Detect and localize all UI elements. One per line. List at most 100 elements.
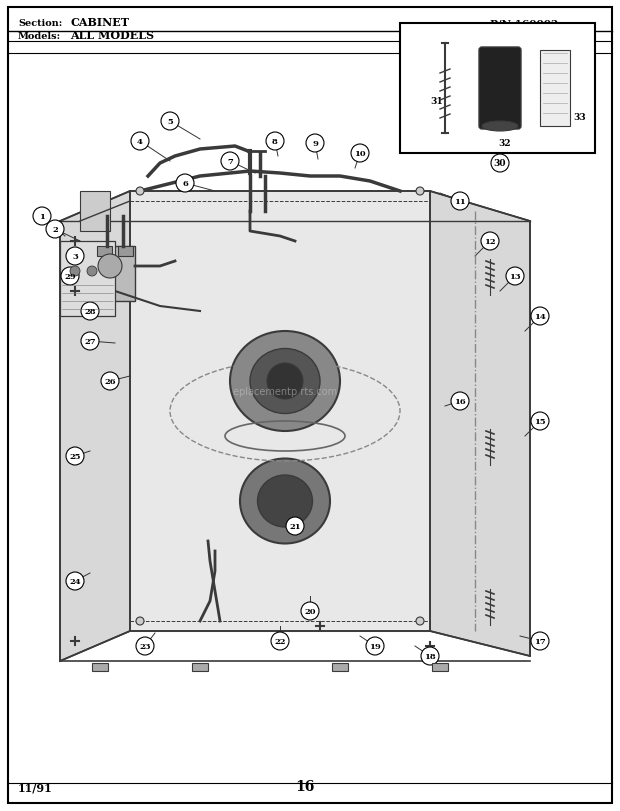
- Circle shape: [531, 307, 549, 325]
- Polygon shape: [430, 191, 530, 656]
- Circle shape: [571, 108, 589, 126]
- Circle shape: [271, 633, 289, 650]
- Circle shape: [81, 303, 99, 320]
- Circle shape: [481, 233, 499, 251]
- Text: 24: 24: [69, 577, 81, 586]
- Circle shape: [66, 448, 84, 466]
- Text: 30: 30: [494, 159, 507, 169]
- Circle shape: [366, 637, 384, 655]
- Circle shape: [33, 208, 51, 225]
- Text: 1: 1: [39, 212, 45, 221]
- Text: 29: 29: [64, 272, 76, 281]
- Circle shape: [451, 393, 469, 410]
- Circle shape: [66, 247, 84, 266]
- Circle shape: [531, 413, 549, 431]
- Circle shape: [131, 133, 149, 151]
- Circle shape: [98, 255, 122, 279]
- Circle shape: [416, 188, 424, 195]
- Circle shape: [428, 93, 446, 111]
- Circle shape: [421, 647, 439, 665]
- Circle shape: [301, 603, 319, 620]
- Circle shape: [496, 135, 514, 152]
- Bar: [118, 247, 133, 257]
- Text: 20: 20: [304, 607, 316, 616]
- Text: 7: 7: [227, 158, 233, 165]
- Text: 31: 31: [431, 97, 443, 106]
- Text: 3: 3: [72, 253, 78, 260]
- Circle shape: [70, 267, 80, 277]
- Text: 10: 10: [354, 150, 366, 158]
- Circle shape: [81, 333, 99, 350]
- Ellipse shape: [240, 459, 330, 544]
- Ellipse shape: [257, 475, 312, 527]
- Ellipse shape: [250, 349, 320, 414]
- Circle shape: [136, 637, 154, 655]
- Circle shape: [61, 268, 79, 285]
- Text: 4: 4: [137, 138, 143, 146]
- FancyBboxPatch shape: [479, 48, 521, 130]
- Circle shape: [87, 267, 97, 277]
- Circle shape: [103, 267, 113, 277]
- Circle shape: [136, 188, 144, 195]
- Text: 6: 6: [182, 180, 188, 188]
- Bar: [540, 51, 570, 127]
- Text: 12: 12: [484, 238, 496, 246]
- Circle shape: [416, 617, 424, 625]
- Text: 18: 18: [424, 652, 436, 660]
- Text: 32: 32: [498, 139, 511, 148]
- Bar: [400, 24, 595, 154]
- Polygon shape: [130, 191, 430, 631]
- Bar: [97, 247, 112, 257]
- Text: 25: 25: [69, 453, 81, 461]
- Circle shape: [267, 363, 303, 400]
- Text: 2: 2: [52, 225, 58, 234]
- Text: 23: 23: [140, 642, 151, 650]
- Text: 5: 5: [167, 118, 173, 126]
- Text: 21: 21: [289, 522, 301, 530]
- Polygon shape: [60, 191, 130, 661]
- Bar: [432, 663, 448, 672]
- Text: 27: 27: [84, 337, 96, 345]
- Circle shape: [221, 152, 239, 171]
- Text: P/N 160002: P/N 160002: [490, 19, 558, 28]
- Text: 16: 16: [295, 779, 315, 793]
- Text: eplacementp rts.com: eplacementp rts.com: [233, 387, 337, 397]
- Text: 26: 26: [104, 378, 116, 385]
- Circle shape: [351, 145, 369, 163]
- Circle shape: [176, 175, 194, 193]
- Circle shape: [46, 221, 64, 238]
- Text: CABINET: CABINET: [70, 17, 129, 28]
- Circle shape: [161, 113, 179, 131]
- Text: 19: 19: [369, 642, 381, 650]
- Text: 28: 28: [84, 307, 96, 315]
- Bar: [192, 663, 208, 672]
- Circle shape: [66, 573, 84, 590]
- Bar: [60, 242, 115, 316]
- Ellipse shape: [482, 122, 518, 132]
- Text: 8: 8: [272, 138, 278, 146]
- Text: 14: 14: [534, 312, 546, 320]
- Text: 15: 15: [534, 418, 546, 426]
- Bar: [332, 663, 348, 672]
- Text: 11: 11: [454, 198, 466, 206]
- Circle shape: [491, 155, 509, 173]
- Text: 33: 33: [574, 113, 587, 122]
- Text: Models:: Models:: [18, 32, 61, 41]
- Circle shape: [266, 133, 284, 151]
- Text: 9: 9: [312, 139, 318, 148]
- Bar: [80, 191, 110, 232]
- Circle shape: [451, 193, 469, 211]
- Text: 22: 22: [274, 637, 286, 646]
- Text: ALL MODELS: ALL MODELS: [70, 30, 154, 41]
- Ellipse shape: [230, 332, 340, 431]
- Text: Section:: Section:: [18, 19, 62, 28]
- Bar: [95, 247, 135, 302]
- Circle shape: [506, 268, 524, 285]
- Text: 16: 16: [454, 397, 466, 406]
- Text: 13: 13: [509, 272, 521, 281]
- Circle shape: [286, 517, 304, 535]
- Text: 17: 17: [534, 637, 546, 646]
- Circle shape: [101, 372, 119, 391]
- Bar: [92, 663, 108, 672]
- Circle shape: [306, 135, 324, 152]
